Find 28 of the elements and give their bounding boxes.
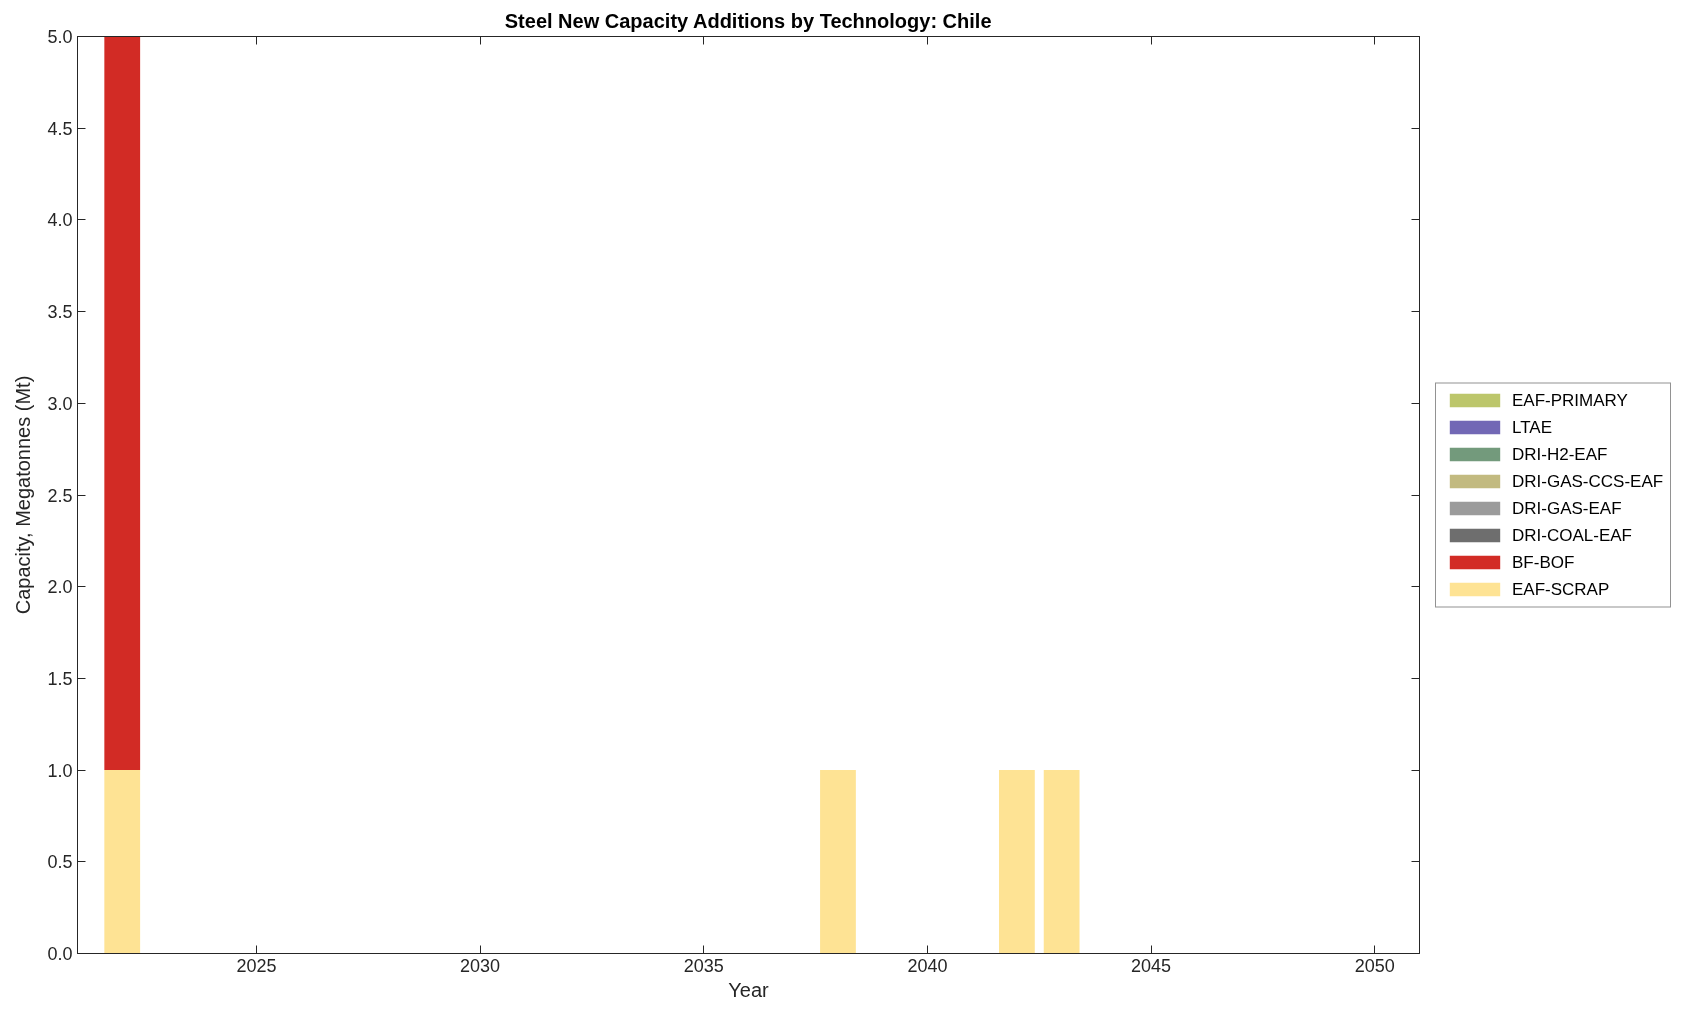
y-tick-label: 2.0 [47,577,73,598]
x-tick-label: 2030 [460,955,501,976]
y-tick-label: 0.0 [47,944,73,964]
x-tick-label: 2045 [1131,955,1172,976]
y-tick-label: 5.0 [47,27,73,47]
legend-label: EAF-SCRAP [1512,579,1610,599]
y-tick-label: 3.0 [47,393,73,414]
y-axis-title: Capacity, Megatonnes (Mt) [12,375,35,615]
legend-label: DRI-GAS-EAF [1512,498,1622,518]
x-tick-label: 2050 [1354,955,1395,976]
chart-title: Steel New Capacity Additions by Technology: Chile [504,9,992,32]
x-tick-label: 2040 [907,955,948,976]
x-axis-title: Year [728,978,770,1001]
legend-label: DRI-GAS-CCS-EAF [1512,471,1664,491]
y-tick-label: 0.5 [47,852,73,873]
y-tick-label: 1.5 [47,668,73,689]
x-tick-label: 2035 [683,955,724,976]
y-tick-label: 3.5 [47,302,73,323]
y-tick-label: 4.5 [47,118,73,139]
legend-label: BF-BOF [1512,552,1575,572]
y-tick-label: 2.5 [47,485,73,506]
legend-label: DRI-COAL-EAF [1512,525,1632,545]
legend-label: DRI-H2-EAF [1512,444,1608,464]
y-tick-label: 4.0 [47,210,73,231]
legend-label: EAF-PRIMARY [1512,390,1628,410]
x-tick-label: 2025 [236,955,277,976]
legend-label: LTAE [1512,417,1552,437]
y-tick-label: 1.0 [47,760,73,781]
